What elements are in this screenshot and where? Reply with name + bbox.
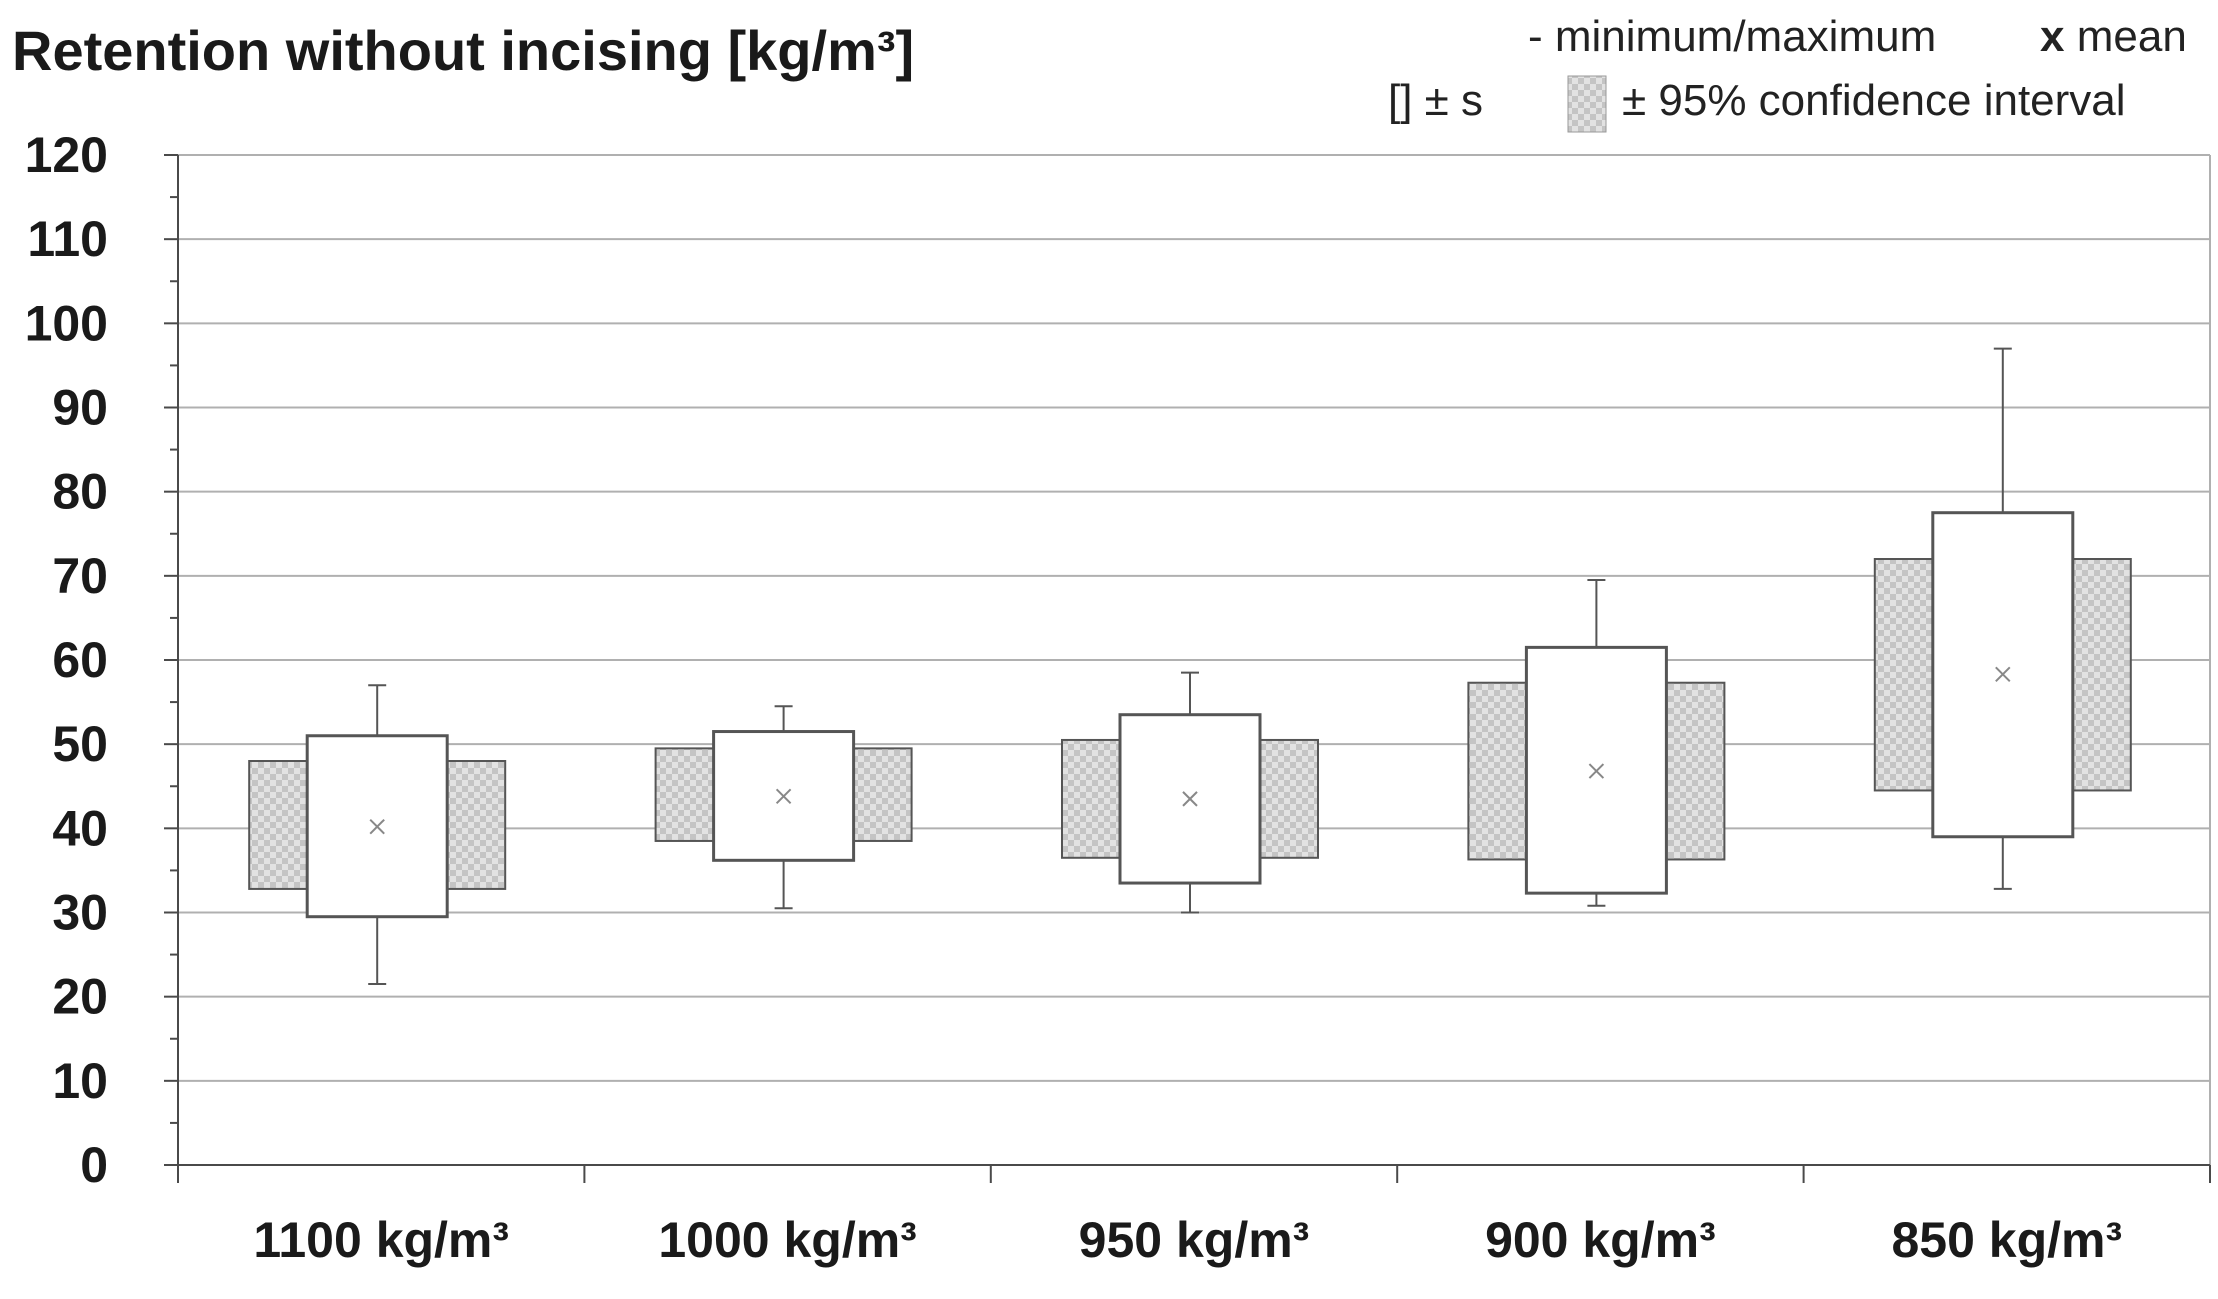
y-tick-labels: 0 10 20 30 40 50 60 70 80 90 100 110 120 — [25, 127, 108, 1193]
y-tick-label-120: 120 — [25, 127, 108, 183]
mean-marker — [1588, 763, 1605, 779]
legend-mean-label: x mean — [2040, 12, 2187, 62]
x-tick-label: 850 kg/m³ — [1891, 1212, 2122, 1268]
chart-title: Retention without incising [kg/m³] — [12, 19, 915, 82]
boxplot-series — [248, 347, 2132, 986]
box-group — [248, 684, 507, 986]
x-tick-labels: 1100 kg/m³ 1000 kg/m³ 950 kg/m³ 900 kg/m³ 85… — [253, 1212, 2122, 1268]
y-tick-label-30: 30 — [52, 885, 108, 941]
box-group — [1061, 671, 1319, 914]
y-tick-label-0: 0 — [80, 1137, 108, 1193]
box-group — [654, 705, 913, 910]
y-tick-label-50: 50 — [52, 716, 108, 772]
y-tick-label-90: 90 — [52, 380, 108, 436]
mean-marker — [1995, 666, 2011, 683]
y-tick-label-70: 70 — [52, 548, 108, 604]
box-group — [1873, 347, 2132, 890]
x-tick-label: 1100 kg/m³ — [253, 1212, 509, 1268]
x-tick-label: 950 kg/m³ — [1079, 1212, 1310, 1268]
legend-mean-symbol: x — [2040, 12, 2065, 61]
y-tick-label-10: 10 — [52, 1053, 108, 1109]
mean-marker — [775, 788, 792, 805]
y-tick-label-100: 100 — [25, 295, 108, 351]
legend — [1567, 75, 1607, 133]
x-tick-label: 1000 kg/m³ — [658, 1212, 916, 1268]
y-tick-label-20: 20 — [52, 969, 108, 1025]
legend-min-max-label: - minimum/maximum — [1528, 12, 1937, 61]
legend-ci-swatch — [1567, 75, 1607, 133]
x-tick-label: 900 kg/m³ — [1485, 1212, 1716, 1268]
mean-marker — [1182, 791, 1198, 807]
legend-sd-label: [] ± s — [1388, 76, 1484, 125]
mean-marker — [369, 818, 385, 835]
y-tick-label-60: 60 — [52, 632, 108, 688]
box-group — [1467, 579, 1726, 907]
y-tick-label-110: 110 — [27, 211, 108, 267]
legend-ci-label: ± 95% confidence interval — [1622, 76, 2126, 125]
axes — [164, 154, 2211, 1183]
y-tick-label-40: 40 — [52, 800, 108, 856]
legend-mean-text: mean — [2076, 12, 2187, 61]
y-tick-label-80: 80 — [52, 464, 108, 520]
